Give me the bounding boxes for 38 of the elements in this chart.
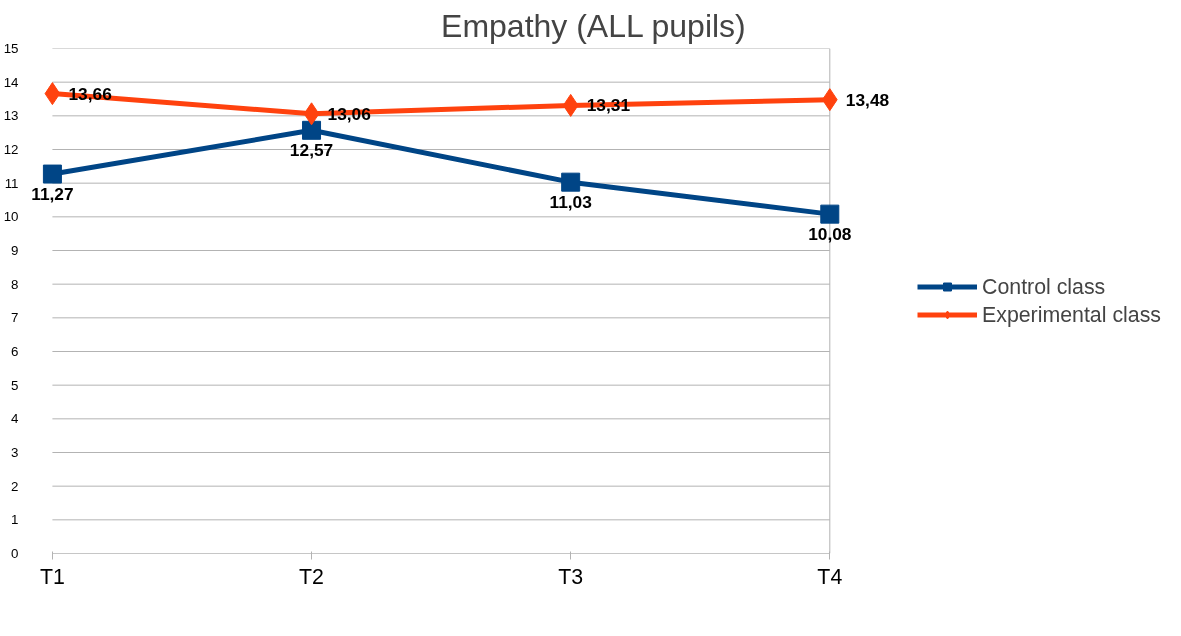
chart-title: Empathy (ALL pupils) xyxy=(441,7,746,44)
y-tick-label: 15 xyxy=(3,41,19,56)
y-tick-label: 1 xyxy=(11,512,19,528)
y-tick-label: 6 xyxy=(11,344,19,359)
x-tick-label: T1 xyxy=(39,564,65,589)
data-label: 13,31 xyxy=(586,95,631,116)
point xyxy=(302,120,322,140)
point xyxy=(561,172,581,192)
point xyxy=(820,204,840,224)
y-tick-label: 4 xyxy=(11,411,20,427)
y-tick-label: 12 xyxy=(3,142,19,157)
x-tick-label: T3 xyxy=(558,564,584,589)
y-tick-label: 2 xyxy=(11,478,19,494)
point xyxy=(821,88,838,112)
y-tick-label: 5 xyxy=(11,377,19,393)
data-label: 10,08 xyxy=(808,224,852,245)
y-tick-label: 8 xyxy=(11,276,19,292)
point xyxy=(44,82,61,106)
legend-label: Control class xyxy=(982,274,1106,299)
y-tick-label: 10 xyxy=(3,209,19,225)
data-label: 13,48 xyxy=(845,89,890,110)
data-label: 13,66 xyxy=(68,83,113,104)
point xyxy=(42,164,62,184)
y-tick-label: 14 xyxy=(3,74,20,90)
point xyxy=(303,102,320,126)
data-label: 12,57 xyxy=(289,140,334,161)
x-tick-label: T2 xyxy=(299,564,324,589)
y-tick-label: 0 xyxy=(11,546,19,561)
y-tick-label: 13 xyxy=(3,108,19,124)
y-tick-label: 11 xyxy=(4,175,19,191)
data-label: 11,27 xyxy=(31,184,74,205)
data-label: 11,03 xyxy=(549,192,593,213)
legend-label: Experimental class xyxy=(982,302,1161,327)
y-tick-label: 7 xyxy=(11,310,19,326)
point xyxy=(562,93,579,117)
x-tick-label: T4 xyxy=(817,564,843,589)
y-tick-label: 9 xyxy=(11,243,19,258)
y-tick-label: 3 xyxy=(11,445,19,460)
